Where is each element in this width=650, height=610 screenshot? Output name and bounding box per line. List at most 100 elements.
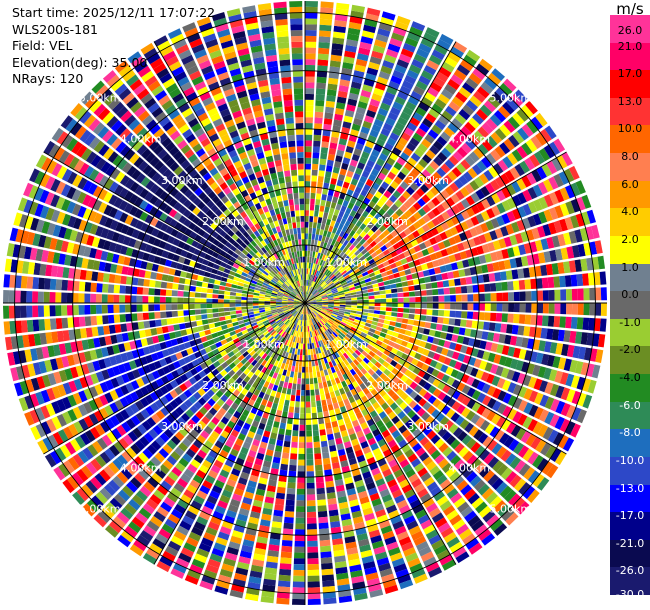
velocity-cell — [38, 277, 45, 290]
velocity-cell — [412, 132, 423, 143]
velocity-cell — [454, 442, 465, 454]
velocity-cell — [330, 333, 337, 339]
velocity-cell — [294, 366, 299, 373]
velocity-cell — [418, 422, 429, 432]
velocity-cell — [332, 166, 340, 174]
velocity-cell — [358, 323, 365, 329]
velocity-cell — [238, 508, 250, 517]
velocity-cell — [407, 280, 414, 286]
velocity-cell — [318, 313, 324, 318]
velocity-cell — [506, 97, 519, 111]
velocity-cell — [291, 341, 295, 348]
velocity-cell — [345, 207, 352, 215]
velocity-cell — [412, 111, 424, 122]
velocity-cell — [526, 172, 537, 185]
velocity-cell — [113, 294, 120, 303]
velocity-cell — [342, 157, 351, 165]
velocity-cell — [426, 220, 436, 230]
velocity-cell — [365, 244, 373, 252]
velocity-cell — [411, 58, 424, 69]
velocity-cell — [378, 562, 392, 572]
velocity-cell — [361, 341, 369, 347]
velocity-cell — [595, 287, 602, 301]
velocity-cell — [312, 163, 319, 170]
velocity-cell — [373, 87, 385, 97]
velocity-cell — [429, 419, 439, 430]
velocity-cell — [401, 541, 414, 552]
velocity-cell — [311, 407, 317, 414]
velocity-cell — [305, 372, 309, 379]
velocity-cell — [490, 251, 498, 262]
velocity-cell — [354, 449, 364, 458]
velocity-cell — [325, 322, 331, 328]
velocity-cell — [388, 425, 398, 434]
velocity-cell — [294, 348, 298, 355]
velocity-cell — [368, 248, 375, 255]
velocity-cell — [348, 260, 355, 266]
velocity-cell — [330, 450, 338, 458]
velocity-cell — [342, 435, 350, 443]
velocity-cell — [314, 263, 318, 270]
velocity-cell — [311, 169, 318, 176]
velocity-cell — [340, 132, 349, 140]
velocity-cell — [358, 277, 365, 282]
velocity-cell — [343, 115, 353, 123]
velocity-cell — [377, 336, 385, 342]
velocity-cell — [322, 363, 327, 371]
velocity-cell — [481, 407, 492, 419]
velocity-cell — [452, 475, 465, 487]
velocity-cell — [396, 454, 407, 464]
velocity-cell — [392, 298, 398, 303]
velocity-cell — [374, 330, 381, 336]
velocity-cell — [310, 298, 316, 302]
velocity-cell — [306, 424, 312, 431]
velocity-cell — [523, 466, 536, 480]
velocity-cell — [318, 364, 323, 371]
velocity-cell — [245, 485, 256, 494]
velocity-cell — [171, 310, 178, 317]
velocity-cell — [365, 178, 374, 187]
velocity-cell — [306, 320, 308, 327]
velocity-cell — [206, 303, 213, 309]
velocity-cell — [453, 497, 466, 509]
velocity-cell — [501, 281, 508, 291]
velocity-cell — [313, 134, 321, 142]
velocity-cell — [552, 432, 564, 446]
velocity-cell — [367, 288, 374, 293]
velocity-cell — [253, 295, 259, 299]
velocity-cell — [593, 272, 601, 286]
velocity-cell — [328, 304, 334, 306]
velocity-cell — [330, 526, 342, 534]
velocity-cell — [535, 239, 544, 252]
velocity-cell — [199, 580, 214, 591]
velocity-cell — [366, 7, 381, 17]
velocity-cell — [352, 352, 359, 359]
velocity-cell — [136, 287, 144, 295]
velocity-cell — [315, 394, 321, 402]
velocity-cell — [464, 488, 476, 501]
velocity-cell — [391, 312, 398, 317]
velocity-cell — [318, 211, 324, 218]
velocity-cell — [290, 353, 295, 360]
velocity-cell — [432, 243, 441, 252]
velocity-cell — [402, 463, 413, 474]
velocity-cell — [511, 324, 519, 335]
velocity-cell — [466, 285, 474, 293]
velocity-cell — [274, 415, 281, 423]
velocity-cell — [367, 221, 375, 229]
velocity-cell — [318, 279, 324, 285]
velocity-cell — [317, 412, 324, 419]
velocity-cell — [305, 82, 315, 89]
velocity-cell — [446, 197, 456, 207]
velocity-cell — [373, 343, 381, 350]
velocity-cell — [510, 93, 524, 107]
velocity-cell — [212, 308, 219, 313]
velocity-cell — [306, 482, 315, 489]
velocity-cell — [400, 258, 408, 265]
velocity-cell — [361, 248, 368, 255]
velocity-cell — [399, 111, 411, 121]
velocity-cell — [345, 541, 357, 550]
velocity-cell — [258, 298, 265, 301]
velocity-cell — [534, 327, 542, 338]
velocity-cell — [335, 271, 341, 278]
